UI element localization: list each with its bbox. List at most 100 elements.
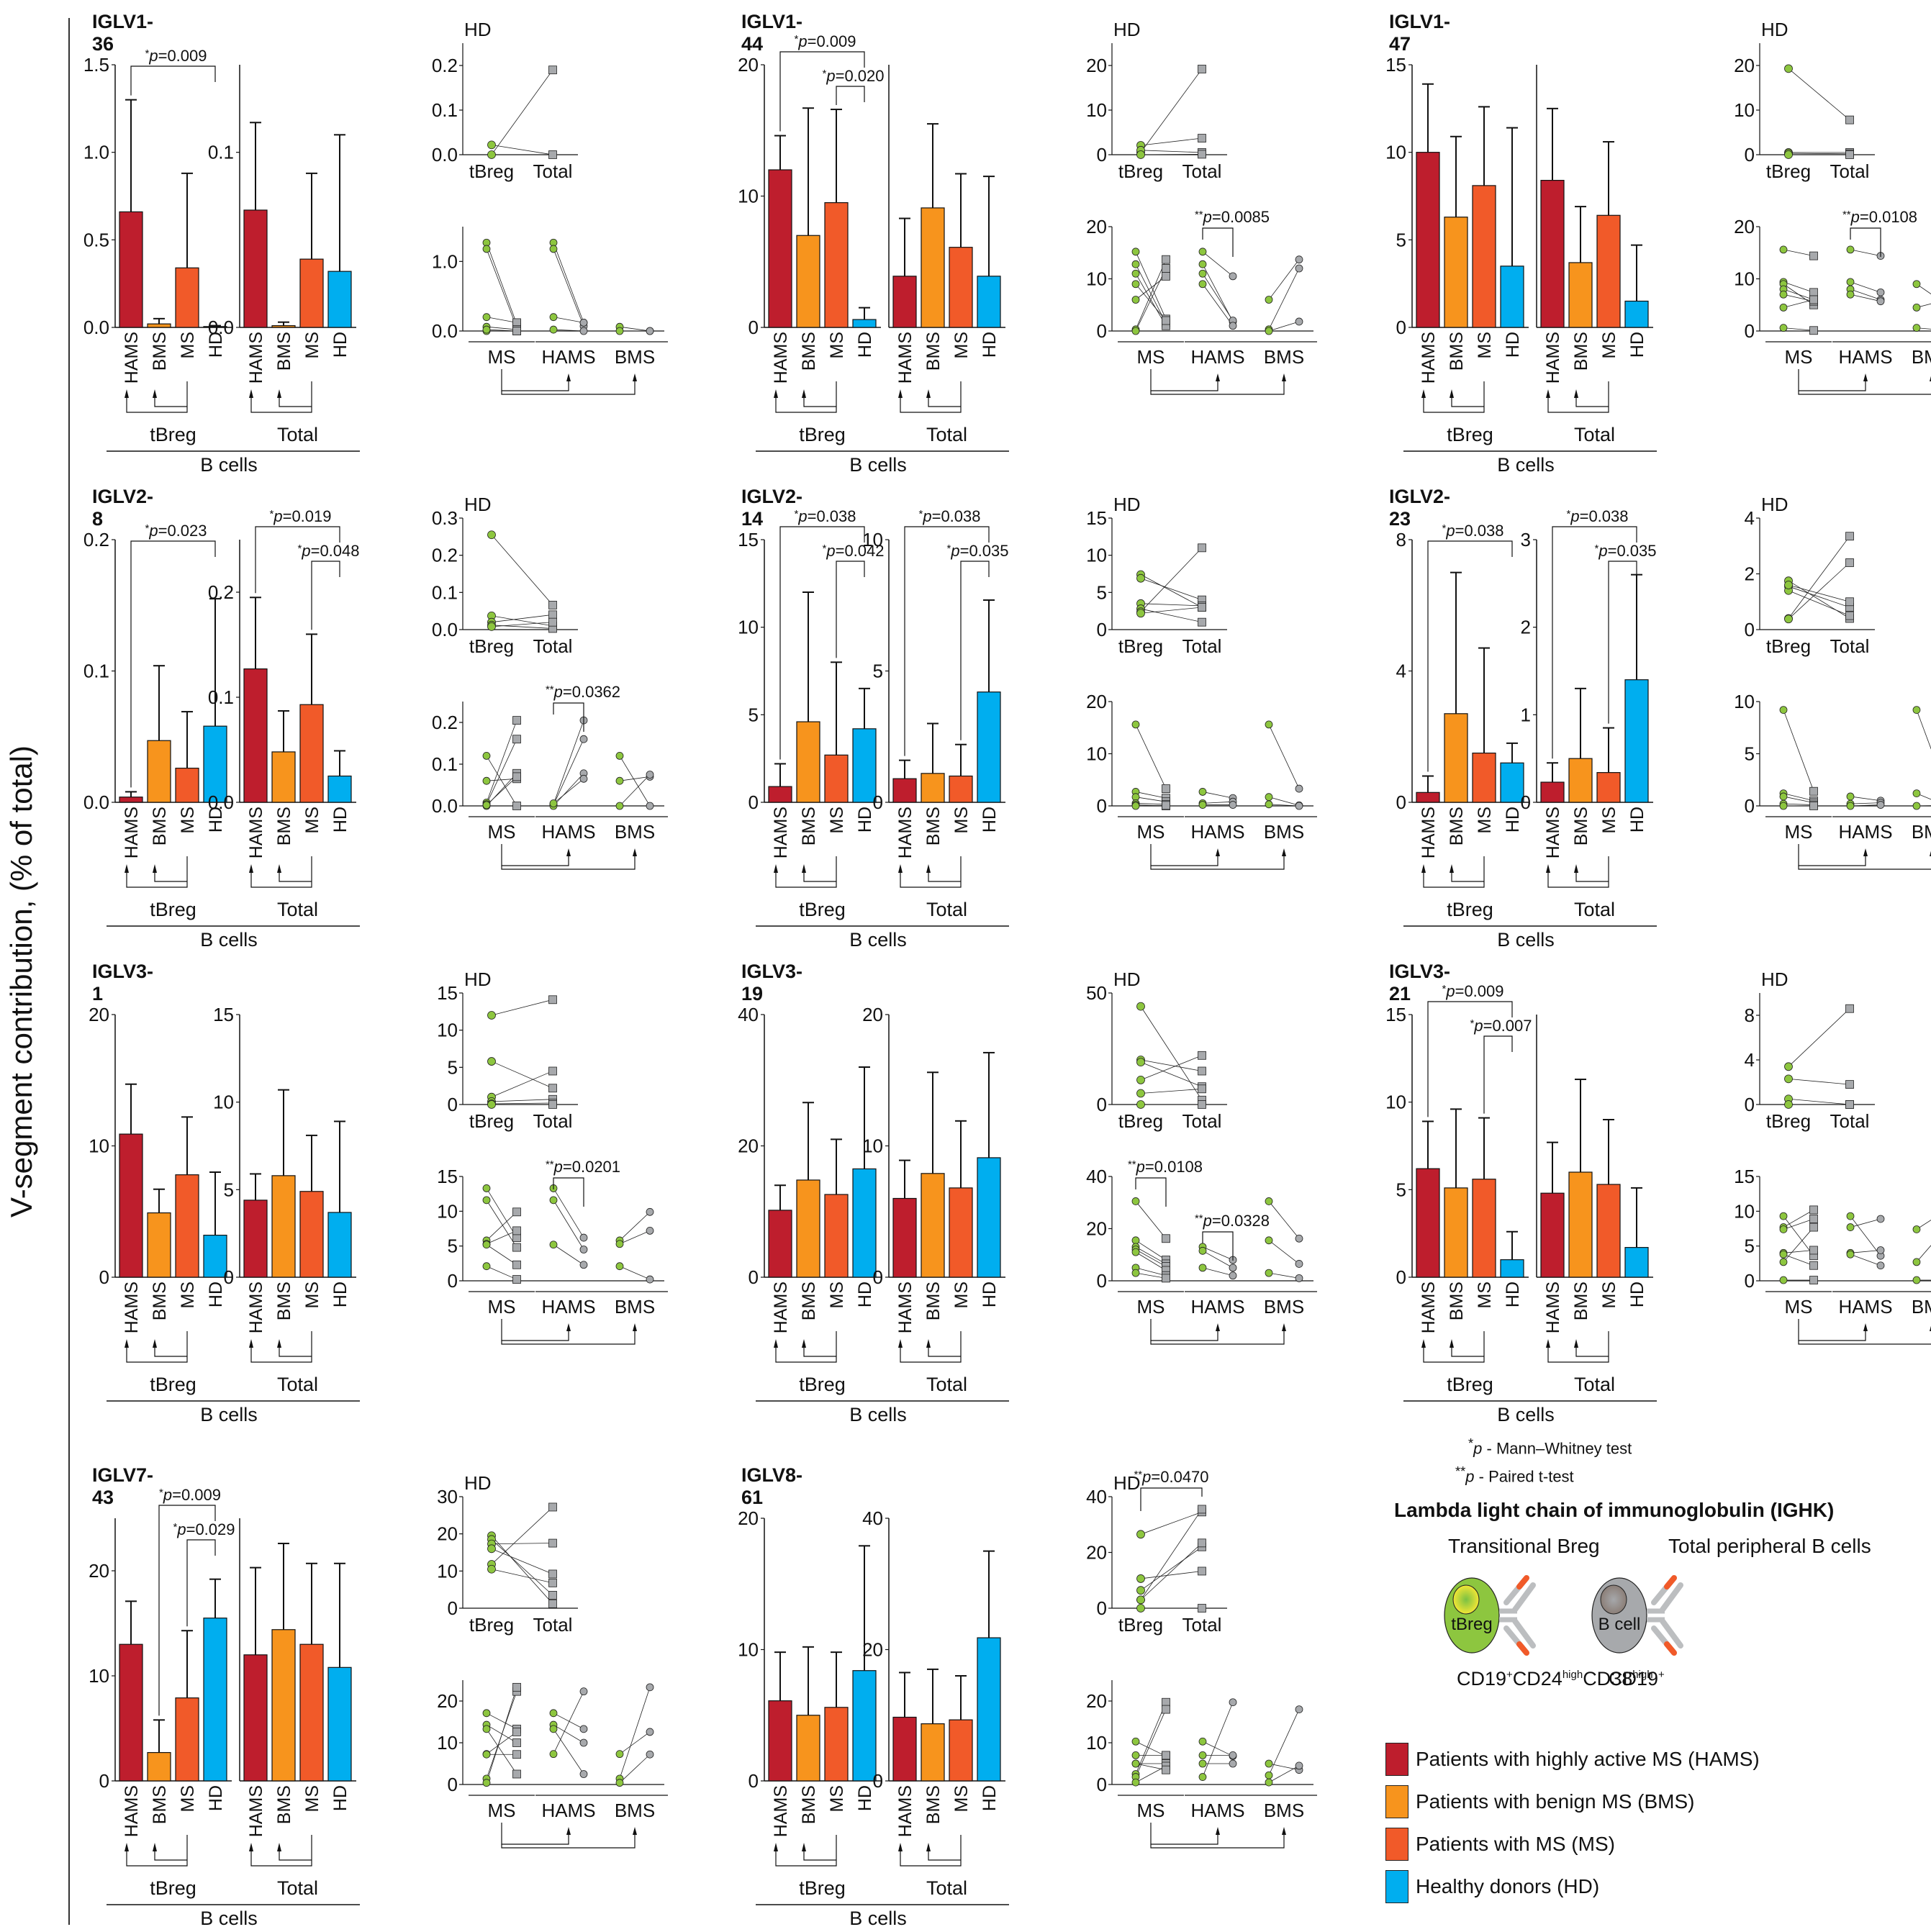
paired-total-point xyxy=(1295,255,1303,264)
hd-total-point xyxy=(548,1084,557,1093)
paired-total-point xyxy=(579,1233,588,1242)
paired-line-hams xyxy=(1202,1246,1234,1261)
total-bar-bms xyxy=(1568,758,1593,803)
total-bar-hd xyxy=(1624,679,1649,803)
paired-total-point xyxy=(1162,1234,1170,1243)
total-group-label: Total xyxy=(277,899,318,920)
total-group-label: Total xyxy=(926,1877,967,1899)
tbreg-x-tick-label: BMS xyxy=(150,1785,170,1824)
paired-line-ms xyxy=(486,317,517,323)
tbreg-x-tick-label: HAMS xyxy=(1419,332,1439,384)
paired-tbreg-point xyxy=(1779,1250,1788,1258)
tbreg-y-tick-label: 20 xyxy=(89,1560,109,1582)
total-x-tick-label: BMS xyxy=(1571,807,1591,845)
arrow-up-icon xyxy=(566,373,571,381)
paired-p-value: **p=0.0108 xyxy=(1842,208,1917,226)
total-comparison-bracket xyxy=(900,1331,962,1363)
total-bar-ms xyxy=(299,258,324,328)
tbreg-antibody-arm xyxy=(1512,1618,1536,1648)
paired-line-hams xyxy=(1850,249,1881,256)
paired-total-point xyxy=(1809,1223,1818,1232)
paired-line-ms xyxy=(1135,1702,1167,1774)
paired-line-hams xyxy=(553,1724,584,1743)
total-bar-hd xyxy=(977,1637,1001,1782)
tbreg-bar-bms xyxy=(796,1179,820,1278)
hd-pair-line xyxy=(491,69,553,155)
tbreg-x-tick-label: HD xyxy=(206,807,226,833)
arrow-up-icon xyxy=(566,1323,571,1331)
tbreg-x-tick-label: HD xyxy=(206,332,226,358)
hd-y-tick-label: 0.0 xyxy=(432,619,458,640)
hd-tbreg-point xyxy=(1136,1586,1145,1595)
hd-tbreg-point xyxy=(487,140,496,150)
tbreg-comparison-bracket xyxy=(1451,867,1484,882)
paired-comparison-bracket xyxy=(501,844,569,866)
total-comparison-bracket xyxy=(250,381,312,413)
paired-comparison-bracket xyxy=(501,1830,636,1849)
hd-pair-line xyxy=(1140,1006,1203,1101)
paired-tbreg-point xyxy=(1198,269,1207,278)
tbreg-bar-hams xyxy=(119,211,143,328)
tbreg-bar-hams xyxy=(119,1643,143,1782)
arrow-up-icon xyxy=(802,389,806,398)
arrow-up-icon xyxy=(633,373,637,381)
hd-pair-line xyxy=(1140,603,1203,607)
hd-y-tick-label: 0.0 xyxy=(432,144,458,165)
paired-total-point xyxy=(579,735,588,743)
total-bar-hams xyxy=(892,276,917,328)
paired-tbreg-point xyxy=(1265,1771,1273,1779)
hd-total-point xyxy=(1845,611,1854,620)
tbreg-comparison-bracket xyxy=(803,1846,836,1861)
paired-line-hams xyxy=(1202,1702,1234,1777)
legend-swatch xyxy=(1385,1742,1408,1776)
arrow-up-icon xyxy=(633,1323,637,1331)
total-bar-ms xyxy=(299,1643,324,1782)
arrow-up-icon xyxy=(898,1843,903,1851)
paired-line-hams xyxy=(1850,294,1881,302)
hd-y-tick-label: 0.3 xyxy=(432,507,458,529)
tbreg-y-tick-label: 0 xyxy=(1396,317,1406,338)
arrow-up-icon xyxy=(1421,864,1426,873)
arrow-up-icon xyxy=(1216,848,1220,856)
paired-y-tick-label: 0 xyxy=(1745,795,1755,817)
paired-tbreg-point xyxy=(1265,1236,1273,1245)
paired-group-label-ms: MS xyxy=(488,1296,516,1318)
tbreg-x-tick-label: BMS xyxy=(1447,332,1467,371)
tbreg-x-tick-label: HD xyxy=(855,332,875,358)
paired-total-point xyxy=(1295,317,1303,326)
hd-total-point xyxy=(548,1599,557,1608)
arrow-up-icon xyxy=(1546,389,1550,398)
hd-y-tick-label: 0 xyxy=(1745,1094,1755,1115)
arrow-up-icon xyxy=(802,1843,806,1851)
arrow-up-icon xyxy=(926,864,931,873)
total-y-tick-label: 10 xyxy=(213,1092,234,1113)
paired-comparison-bracket xyxy=(1798,866,1931,870)
paired-tbreg-point xyxy=(1912,280,1921,289)
hd-pair-line xyxy=(1140,1543,1203,1600)
hd-plot-title: HD xyxy=(1761,19,1788,40)
total-bar-ms xyxy=(1596,214,1621,328)
hd-total-point xyxy=(548,1066,557,1076)
total-y-tick-label: 0.0 xyxy=(208,317,234,338)
gene-title: IGLV1-36 xyxy=(92,11,154,55)
panel-svg: 0 5 10 15 HAMS BMS MS HD *p=0.009 *p=0.007 HAMS BMS… xyxy=(1385,969,1931,1425)
tbreg-bar-bms xyxy=(147,740,171,803)
arrow-up-icon xyxy=(1282,373,1286,381)
total-x-tick-label: BMS xyxy=(923,1282,944,1320)
hd-x-label-total: Total xyxy=(533,1110,573,1132)
paired-line-ms xyxy=(1783,1250,1814,1253)
arrow-up-icon xyxy=(1421,1339,1426,1348)
tbreg-bar-ms xyxy=(824,202,849,328)
tbreg-p-value: *p=0.038 xyxy=(1442,522,1504,540)
tbreg-x-tick-label: MS xyxy=(178,1785,198,1813)
hd-pair-line xyxy=(491,615,553,627)
paired-line-ms xyxy=(1135,1251,1167,1271)
paired-y-tick-label: 20 xyxy=(1086,1690,1107,1712)
tbreg-bar-hams xyxy=(119,1133,143,1278)
hd-tbreg-point xyxy=(487,1011,496,1020)
paired-total-point xyxy=(1229,1698,1237,1707)
hd-tbreg-point xyxy=(1784,581,1793,589)
paired-line-hams xyxy=(1850,289,1881,300)
paired-line-ms xyxy=(1135,264,1167,324)
paired-line-bms xyxy=(1268,321,1300,332)
